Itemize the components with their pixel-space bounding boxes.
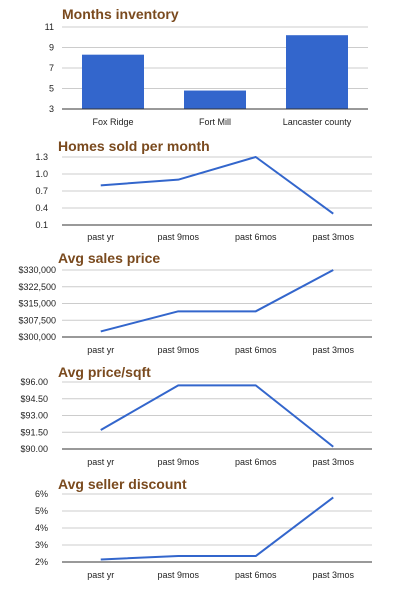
series-line: [100, 269, 334, 333]
y-tick-label: 1.0: [35, 169, 48, 179]
y-tick-label: $330,000: [18, 265, 56, 275]
y-tick-label: $315,000: [18, 299, 56, 309]
chart-plot: $90.00 $91.50 $93.00 $94.50 $96.00 past yr pas…: [20, 377, 372, 467]
y-tick-label: 2%: [35, 557, 48, 567]
y-tick-label: 3: [49, 104, 54, 114]
y-tick-label: $90.00: [20, 444, 48, 454]
x-tick-label: Fox Ridge: [92, 117, 133, 127]
chart-title: Avg price/sqft: [58, 364, 151, 380]
y-tick-label: 0.4: [35, 203, 48, 213]
chart-avg-sales-price: Avg sales price $300,000 $307,500 $315,000…: [0, 248, 416, 362]
y-tick-label: 9: [49, 43, 54, 53]
y-tick-label: 0.1: [35, 220, 48, 230]
chart-plot: 2% 3% 4% 5% 6% past yr past 9mos past 6mos past …: [35, 489, 372, 580]
chart-homes-sold: Homes sold per month 0.1 0.4 0.7 1.0 1.3 past…: [0, 132, 416, 248]
y-tick-label: 1.3: [35, 152, 48, 162]
x-tick-label: past 6mos: [235, 457, 277, 467]
chart-title: Homes sold per month: [58, 138, 210, 154]
series-line: [100, 156, 334, 215]
x-tick-label: past 9mos: [157, 457, 199, 467]
x-tick-label: past 3mos: [312, 457, 354, 467]
y-tick-label: 0.7: [35, 186, 48, 196]
y-tick-label: 5%: [35, 506, 48, 516]
x-tick-label: past 3mos: [312, 570, 354, 580]
chart-avg-price-sqft: Avg price/sqft $90.00 $91.50 $93.00 $94.50 $…: [0, 362, 416, 472]
chart-title: Avg sales price: [58, 250, 161, 266]
y-tick-label: $94.50: [20, 394, 48, 404]
x-tick-label: past 6mos: [235, 570, 277, 580]
series-line: [100, 384, 334, 448]
y-tick-label: $93.00: [20, 411, 48, 421]
y-tick-label: 5: [49, 84, 54, 94]
y-tick-label: 7: [49, 63, 54, 73]
y-tick-label: 4%: [35, 523, 48, 533]
x-tick-label: past yr: [87, 345, 114, 355]
x-tick-label: past yr: [87, 570, 114, 580]
bar: [286, 35, 348, 110]
y-tick-label: 3%: [35, 540, 48, 550]
x-tick-label: past 6mos: [235, 232, 277, 242]
bar: [184, 90, 246, 109]
x-tick-label: Lancaster county: [283, 117, 352, 127]
x-tick-label: past 9mos: [157, 570, 199, 580]
x-tick-label: past 6mos: [235, 345, 277, 355]
chart-avg-seller-discount: Avg seller discount 2% 3% 4% 5% 6% past yr pas…: [0, 472, 416, 610]
y-tick-label: $307,500: [18, 315, 56, 325]
x-tick-label: past 9mos: [157, 345, 199, 355]
y-tick-label: $91.50: [20, 427, 48, 437]
x-tick-label: Fort Mill: [199, 117, 231, 127]
chart-title: Months inventory: [62, 6, 179, 22]
chart-title: Avg seller discount: [58, 476, 187, 492]
series-line: [100, 496, 334, 561]
x-tick-label: past yr: [87, 457, 114, 467]
chart-months-inventory: Months inventory 3 5 7 9 11 Fox Ridge Fort Mil…: [0, 0, 416, 132]
chart-plot: $300,000 $307,500 $315,000 $322,500 $330,000…: [18, 265, 372, 355]
x-tick-label: past yr: [87, 232, 114, 242]
bar: [82, 54, 144, 109]
x-tick-label: past 3mos: [312, 345, 354, 355]
y-tick-label: $300,000: [18, 332, 56, 342]
x-tick-label: past 3mos: [312, 232, 354, 242]
chart-plot: 3 5 7 9 11 Fox Ridge Fort Mill Lancaster county: [45, 22, 368, 127]
y-tick-label: 11: [45, 22, 54, 32]
x-tick-label: past 9mos: [157, 232, 199, 242]
chart-plot: 0.1 0.4 0.7 1.0 1.3 past yr past 9mos past 6mos…: [35, 152, 372, 242]
y-tick-label: 6%: [35, 489, 48, 499]
y-tick-label: $322,500: [18, 282, 56, 292]
y-tick-label: $96.00: [20, 377, 48, 387]
